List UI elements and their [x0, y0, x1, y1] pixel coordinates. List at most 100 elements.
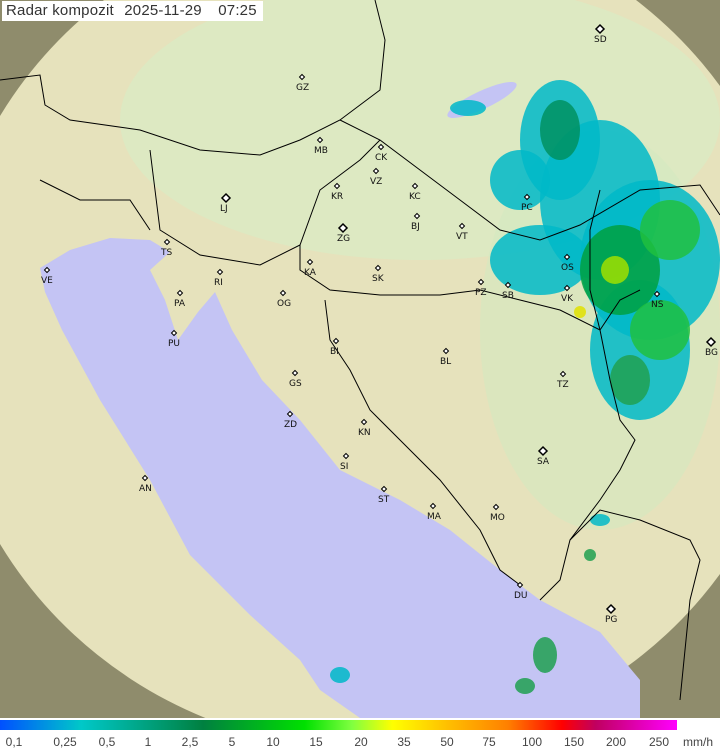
city-kr: KR	[331, 182, 343, 202]
city-marker-icon	[43, 266, 51, 274]
city-label: VZ	[370, 177, 382, 187]
city-label: PU	[168, 339, 180, 349]
precipitation-cell	[640, 200, 700, 260]
city-marker-icon	[141, 474, 149, 482]
city-gz: GZ	[296, 73, 309, 93]
legend-label: 35	[397, 735, 411, 749]
legend-label: 50	[440, 735, 454, 749]
precipitation-cell	[540, 100, 580, 160]
city-vk: VK	[561, 284, 574, 304]
precipitation-cell	[450, 100, 486, 116]
city-marker-icon	[332, 337, 340, 345]
legend-label: 150	[563, 735, 585, 749]
city-mb: MB	[314, 136, 328, 156]
radar-map[interactable]: GZ MB CK VZ KR KC LJ ZG BJ VT PC SD TS VE RI KA SK PA OG PZ…	[0, 0, 720, 718]
title-date: 2025-11-29	[124, 2, 202, 19]
legend-label: 1	[144, 735, 152, 749]
title-label: Radar kompozit	[6, 2, 114, 19]
city-label: VE	[41, 276, 53, 286]
city-label: RI	[214, 278, 223, 288]
city-label: BL	[440, 357, 451, 367]
city-sa: SA	[537, 445, 550, 467]
city-label: GS	[289, 379, 302, 389]
city-ka: KA	[304, 258, 317, 278]
city-sk: SK	[372, 264, 385, 284]
precipitation-cell	[330, 667, 350, 683]
city-mo: MO	[490, 503, 505, 523]
city-kc: KC	[409, 182, 421, 202]
city-marker-icon	[333, 182, 341, 190]
city-marker-icon	[429, 502, 437, 510]
map-title: Radar kompozit 2025-11-29 07:25	[2, 1, 263, 21]
city-label: PZ	[475, 288, 487, 298]
precipitation-cell	[574, 306, 586, 318]
legend-label: 0,5	[98, 735, 116, 749]
city-label: SD	[594, 35, 607, 45]
legend-unit: mm/h	[683, 735, 713, 749]
city-label: VT	[456, 232, 468, 242]
city-marker-icon	[291, 369, 299, 377]
city-label: MO	[490, 513, 505, 523]
city-pu: PU	[168, 329, 180, 349]
city-marker-icon	[342, 452, 350, 460]
city-marker-icon	[477, 278, 485, 286]
city-lj: LJ	[220, 192, 232, 214]
legend-label: 20	[354, 735, 368, 749]
city-ma: MA	[427, 502, 442, 522]
city-an: AN	[139, 474, 152, 494]
city-marker-icon	[563, 284, 571, 292]
city-label: LJ	[220, 204, 228, 214]
city-label: MA	[427, 512, 442, 522]
city-label: GZ	[296, 83, 309, 93]
city-os: OS	[561, 253, 574, 273]
city-marker-icon	[279, 289, 287, 297]
city-sd: SD	[594, 23, 607, 45]
city-marker-icon	[442, 347, 450, 355]
city-label: SK	[372, 274, 385, 284]
legend-label: 15	[309, 735, 323, 749]
title-time: 07:25	[218, 2, 257, 19]
city-sb: SB	[502, 281, 514, 301]
city-label: KN	[358, 428, 371, 438]
city-marker-icon	[492, 503, 500, 511]
city-marker-icon	[216, 268, 224, 276]
city-label: AN	[139, 484, 152, 494]
adriatic-sea	[40, 238, 640, 718]
city-st: ST	[378, 485, 390, 505]
city-ri: RI	[214, 268, 224, 288]
city-gs: GS	[289, 369, 302, 389]
city-og: OG	[277, 289, 291, 309]
city-ns: NS	[651, 290, 664, 310]
city-label: TS	[160, 248, 172, 258]
legend-label: 250	[648, 735, 670, 749]
city-label: NS	[651, 300, 664, 310]
city-marker-icon	[360, 418, 368, 426]
city-label: ZD	[284, 420, 297, 430]
city-ve: VE	[41, 266, 53, 286]
precipitation-cell	[601, 256, 629, 284]
city-marker-icon	[163, 238, 171, 246]
city-marker-icon	[380, 485, 388, 493]
city-markers: GZ MB CK VZ KR KC LJ ZG BJ VT PC SD TS VE RI KA SK PA OG PZ…	[41, 23, 718, 625]
city-bi: BI	[330, 337, 340, 357]
city-vz: VZ	[370, 167, 382, 187]
city-marker-icon	[306, 258, 314, 266]
city-label: SB	[502, 291, 514, 301]
city-marker-icon	[537, 445, 549, 457]
city-marker-icon	[458, 222, 466, 230]
city-zd: ZD	[284, 410, 297, 430]
city-bl: BL	[440, 347, 451, 367]
city-label: KR	[331, 192, 343, 202]
legend-label: 75	[482, 735, 496, 749]
city-label: CK	[375, 153, 388, 163]
precipitation-layer	[330, 80, 720, 694]
precipitation-cell	[490, 150, 550, 210]
legend-labels: 0,1 0,25 0,5 1 2,5 5 10 15 20 35 50 75 1…	[0, 735, 720, 751]
city-ck: CK	[375, 143, 388, 163]
city-marker-icon	[377, 143, 385, 151]
city-ts: TS	[160, 238, 172, 258]
city-label: KA	[304, 268, 317, 278]
precipitation-cell	[590, 514, 610, 526]
city-bg: BG	[705, 336, 718, 358]
legend-color-scale	[0, 720, 677, 730]
